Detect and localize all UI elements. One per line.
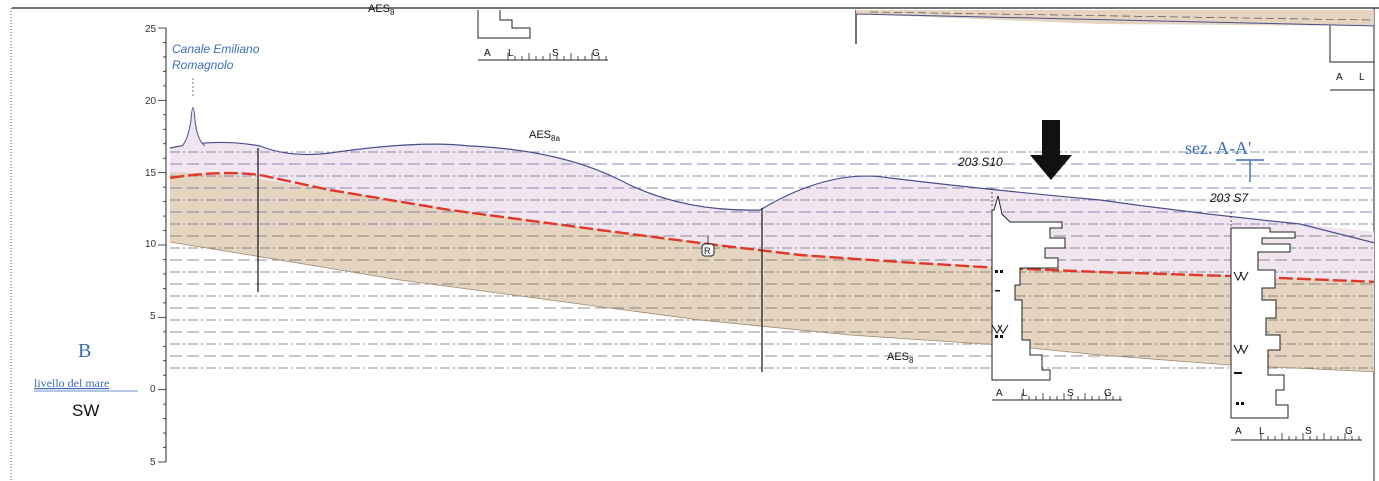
tick-label: 5 [150, 457, 156, 468]
canal-label-line2: Romagnolo [172, 58, 234, 72]
svg-text:A: A [1235, 426, 1242, 437]
unit-label-aes8: AES8 [887, 351, 914, 365]
svg-text:A: A [1336, 72, 1343, 83]
svg-text:L: L [1359, 72, 1365, 83]
unit-label-aes8a: AES8a [529, 129, 560, 143]
canal-embankment [181, 107, 206, 147]
tick-label: 5 [150, 311, 156, 322]
svg-text:S: S [1067, 388, 1074, 399]
direction-label: SW [72, 401, 99, 420]
grain-scale-s10: A L S G [996, 388, 1112, 399]
svg-text:A: A [996, 388, 1003, 399]
borehole-label-s7: 203 S7 [1209, 191, 1249, 205]
svg-text:L: L [1022, 388, 1028, 399]
grain-scale-top: A L S G [484, 48, 600, 59]
svg-text:S: S [1305, 426, 1312, 437]
tick-label: 0 [150, 384, 156, 395]
svg-text:G: G [1104, 388, 1112, 399]
svg-text:A: A [484, 48, 491, 59]
top-borehole-log-left [477, 10, 608, 61]
svg-text:L: L [1259, 426, 1265, 437]
top-borehole-log-right [1329, 10, 1374, 91]
tick-label: 25 [145, 24, 157, 35]
unit-base-line [169, 241, 1374, 373]
profile-letter: B [78, 340, 91, 362]
down-arrow-icon [1030, 120, 1072, 180]
grain-scale-s7: A L S G [1235, 426, 1353, 437]
red-boundary-line [169, 171, 1374, 283]
svg-text:G: G [1345, 426, 1353, 437]
tick-label: 10 [145, 239, 157, 250]
section-label: sez. A-A' [1185, 138, 1251, 158]
borehole-label-s10: 203 S10 [957, 155, 1003, 169]
r-marker-box [701, 243, 715, 257]
canal-label-line1: Canale Emiliano [172, 42, 260, 56]
borehole-log-s7 [1230, 212, 1362, 441]
top-right-unit-fill [856, 10, 1374, 26]
lithology-dash-pattern [170, 151, 1374, 369]
tick-label: 15 [145, 168, 157, 179]
svg-text:L: L [508, 48, 514, 59]
svg-text:S: S [552, 48, 559, 59]
grain-scale-top-right: A L [1336, 72, 1365, 83]
r-marker-label: R [704, 246, 711, 256]
sea-level-label: livello del mare [34, 376, 109, 390]
elevation-scale: 25 20 15 10 5 0 5 [145, 24, 167, 468]
tick-label: 20 [145, 96, 157, 107]
ground-surface-line [169, 141, 1374, 244]
unit-label-aes8-top: AES8 [368, 3, 395, 17]
svg-text:G: G [592, 48, 600, 59]
